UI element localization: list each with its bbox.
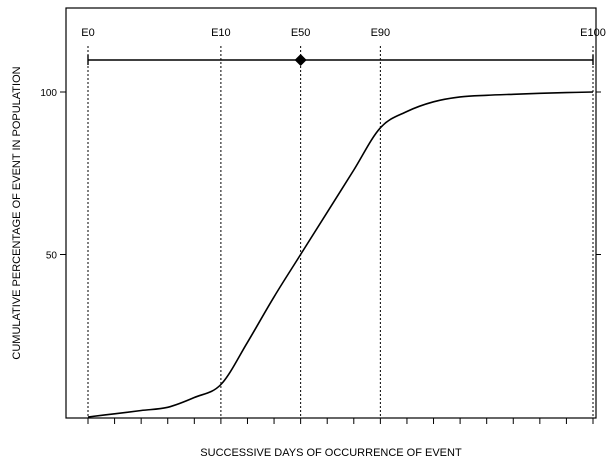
event-label-e0: E0 — [81, 27, 94, 39]
y-tick-label-50: 50 — [46, 251, 58, 262]
event-label-e10: E10 — [211, 27, 231, 39]
event-range-bar — [87, 54, 594, 66]
cumulative-curve-line — [87, 91, 594, 418]
event-label-e100: E100 — [580, 27, 606, 39]
event-label-e90: E90 — [371, 27, 391, 39]
x-axis-title: SUCCESSIVE DAYS OF OCCURRENCE OF EVENT — [200, 447, 462, 458]
event-marker-lines: E0 E10 E50 E90 E100 — [81, 27, 606, 418]
axis-ticks: 50 100 — [40, 88, 601, 424]
y-tick-label-100: 100 — [40, 88, 57, 99]
plot-frame — [65, 7, 597, 419]
event-label-e50: E50 — [291, 27, 311, 39]
y-axis-title: CUMULATIVE PERCENTAGE OF EVENT IN POPULA… — [11, 66, 23, 359]
series-group — [87, 91, 594, 418]
